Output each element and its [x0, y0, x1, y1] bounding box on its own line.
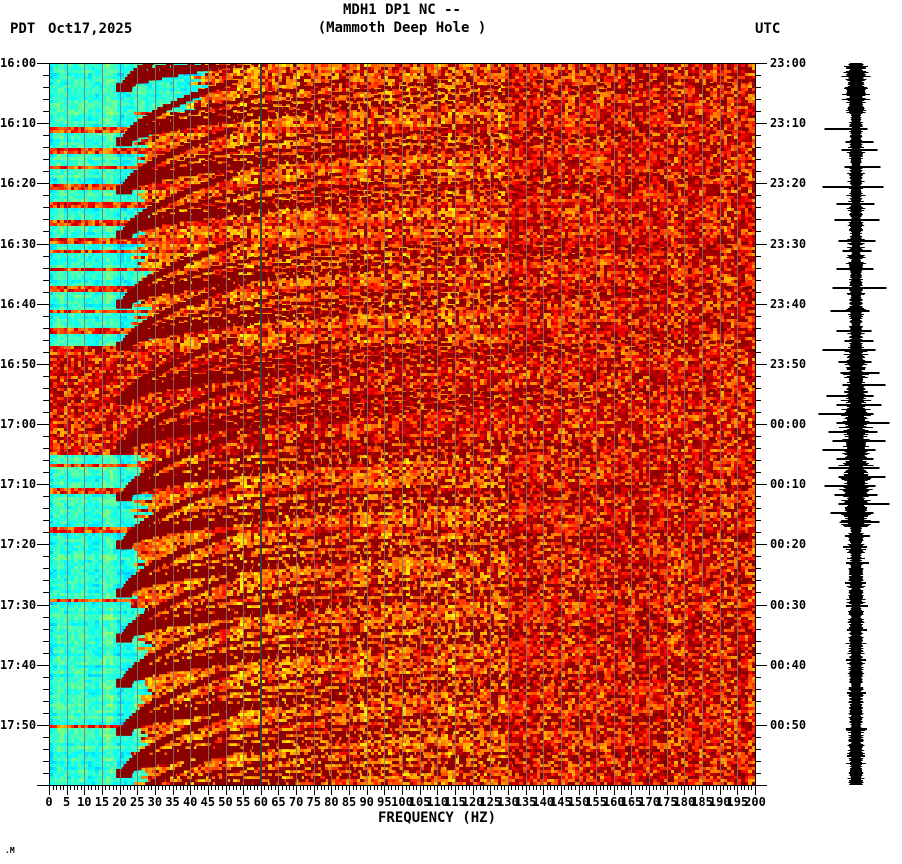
freq-tick-label: 200 — [744, 795, 766, 809]
right-time-label: 00:40 — [770, 657, 807, 672]
right-time-label: 00:10 — [770, 477, 807, 492]
left-time-label: 16:20 — [0, 176, 37, 191]
freq-tick-label: 80 — [324, 795, 339, 809]
freq-tick-label: 110 — [426, 795, 449, 809]
left-time-label: 17:50 — [0, 717, 37, 732]
corner-mark: .M — [5, 846, 15, 855]
freq-tick-label: 55 — [235, 795, 251, 809]
freq-tick-label: 185 — [691, 795, 713, 809]
freq-tick-label: 125 — [479, 795, 502, 809]
right-time-label: 00:20 — [770, 537, 807, 552]
left-time-label: 17:20 — [0, 537, 37, 552]
freq-tick-label: 140 — [532, 795, 555, 809]
freq-tick-label: 90 — [359, 795, 374, 809]
freq-tick-label: 105 — [408, 795, 431, 809]
left-time-label: 16:10 — [0, 116, 37, 131]
freq-tick-label: 170 — [638, 795, 660, 809]
left-time-label: 17:30 — [0, 597, 37, 612]
freq-tick-label: 10 — [77, 795, 92, 809]
freq-tick-label: 85 — [341, 795, 357, 809]
freq-tick-label: 25 — [130, 795, 145, 809]
freq-tick-label: 0 — [45, 795, 53, 809]
left-time-label: 16:40 — [0, 296, 37, 311]
freq-tick-label: 165 — [620, 795, 643, 809]
freq-tick-label: 30 — [147, 795, 163, 809]
right-time-label: 00:00 — [770, 417, 807, 431]
freq-tick-label: 150 — [567, 795, 590, 809]
x-axis-title: FREQUENCY (HZ) — [377, 810, 497, 826]
left-time-label: 16:30 — [0, 236, 37, 251]
left-time-label: 16:00 — [0, 56, 37, 70]
freq-tick-label: 145 — [550, 795, 572, 809]
right-time-label: 23:10 — [770, 116, 807, 131]
freq-tick-label: 20 — [112, 795, 127, 809]
freq-tick-label: 15 — [94, 795, 110, 809]
right-time-label: 23:00 — [770, 56, 807, 70]
right-time-label: 23:30 — [770, 236, 807, 251]
freq-tick-label: 60 — [253, 795, 269, 809]
freq-tick-label: 35 — [165, 795, 180, 809]
freq-tick-label: 70 — [288, 795, 304, 809]
freq-tick-label: 5 — [63, 795, 71, 809]
freq-tick-label: 115 — [444, 795, 466, 809]
freq-tick-label: 175 — [655, 795, 678, 809]
freq-tick-label: 95 — [377, 795, 392, 809]
freq-tick-label: 120 — [461, 795, 484, 809]
right-time-label: 23:20 — [770, 176, 807, 191]
freq-tick-label: 155 — [585, 795, 607, 809]
freq-tick-label: 45 — [200, 795, 216, 809]
freq-tick-label: 135 — [514, 795, 537, 809]
right-time-label: 23:40 — [770, 296, 807, 311]
right-time-label: 00:50 — [770, 717, 807, 732]
freq-tick-label: 65 — [271, 795, 286, 809]
left-time-label: 16:50 — [0, 356, 37, 371]
left-time-label: 17:00 — [0, 417, 37, 431]
freq-tick-label: 180 — [673, 795, 696, 809]
freq-tick-label: 75 — [306, 795, 321, 809]
right-time-label: 23:50 — [770, 356, 807, 371]
freq-tick-label: 130 — [497, 795, 519, 809]
freq-tick-label: 40 — [182, 795, 198, 809]
freq-tick-label: 195 — [726, 795, 749, 809]
freq-tick-label: 50 — [218, 795, 233, 809]
left-time-label: 17:40 — [0, 657, 37, 672]
freq-tick-label: 160 — [602, 795, 625, 809]
freq-tick-label: 190 — [708, 795, 731, 809]
freq-tick-label: 100 — [391, 795, 413, 809]
left-time-label: 17:10 — [0, 477, 37, 492]
right-time-label: 00:30 — [770, 597, 807, 612]
